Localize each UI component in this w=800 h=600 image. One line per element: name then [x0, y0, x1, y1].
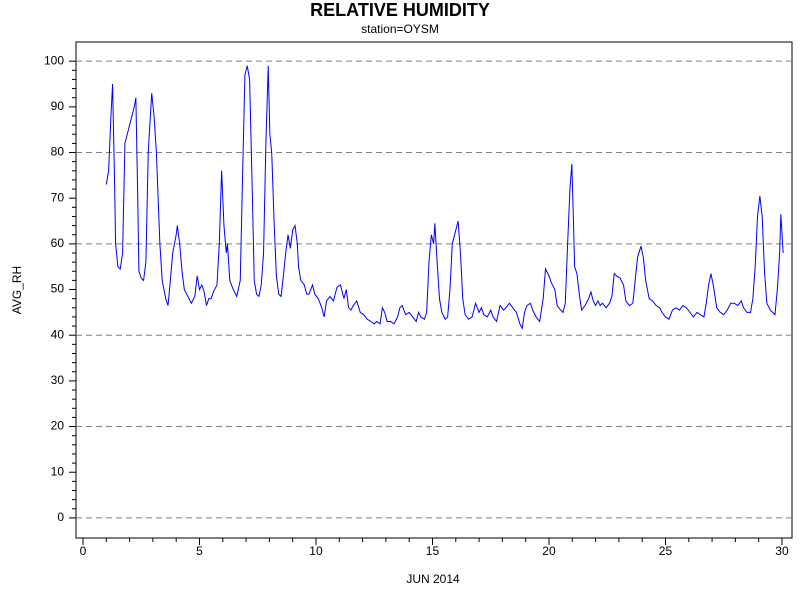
plot-frame: [75, 41, 793, 539]
y-tick-label: 60: [51, 236, 65, 250]
y-axis-label: AVG_RH: [10, 266, 24, 314]
x-tick-label: 30: [775, 544, 789, 558]
y-tick-label: 70: [51, 190, 65, 204]
data-line: [105, 65, 784, 330]
x-tick-label: 10: [309, 544, 323, 558]
y-tick-label: 90: [51, 99, 65, 113]
y-tick-label: 100: [44, 53, 64, 67]
x-tick-label: 20: [542, 544, 556, 558]
x-tick-label: 25: [659, 544, 673, 558]
y-tick-label: 30: [51, 373, 65, 387]
y-tick-label: 50: [51, 282, 65, 296]
x-axis-label: JUN 2014: [406, 572, 460, 586]
x-tick-label: 5: [196, 544, 203, 558]
y-tick-label: 0: [57, 510, 64, 524]
chart-subtitle: station=OYSM: [361, 22, 439, 36]
x-tick-label: 15: [426, 544, 440, 558]
y-tick-label: 20: [51, 419, 65, 433]
x-tick-label: 0: [80, 544, 87, 558]
y-tick-label: 40: [51, 327, 65, 341]
y-tick-label: 10: [51, 464, 65, 478]
chart-title: RELATIVE HUMIDITY: [310, 0, 490, 20]
y-tick-label: 80: [51, 145, 65, 159]
